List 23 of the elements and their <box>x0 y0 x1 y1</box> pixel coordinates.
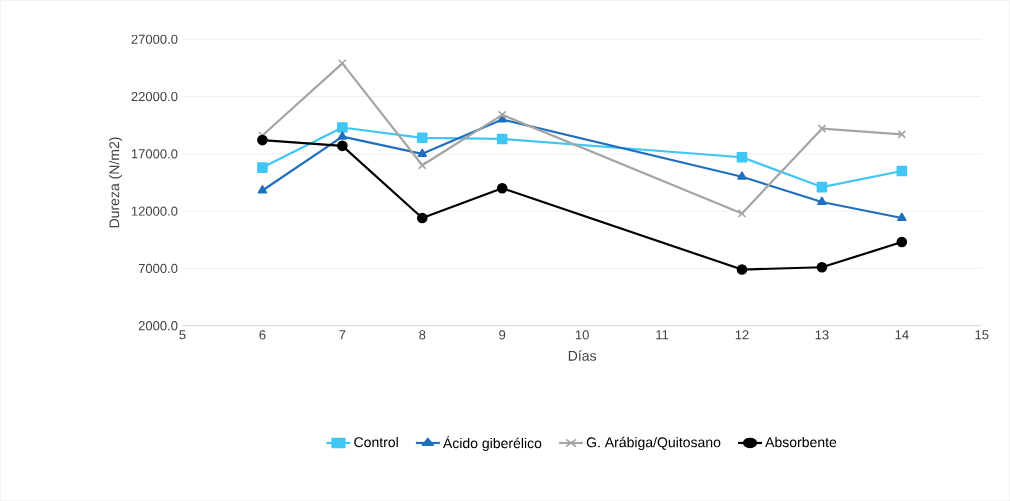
x-tick-label: 13 <box>815 330 829 340</box>
y-tick-label: 12000.0 <box>131 206 178 216</box>
legend-label: G. Arábiga/Quitosano <box>586 436 721 450</box>
y-tick-label: 22000.0 <box>131 91 178 102</box>
y-tick-label: 27000.0 <box>131 34 178 44</box>
x-tick-label: 8 <box>419 330 426 340</box>
x-tick-label: 10 <box>575 330 589 340</box>
legend-label: Absorbente <box>765 436 837 448</box>
x-tick-label: 7 <box>339 330 346 340</box>
x-tick-label: 11 <box>656 330 669 340</box>
x-tick-label: 6 <box>259 330 266 340</box>
x-tick-label: 15 <box>975 330 989 340</box>
y-tick-label: 2000.0 <box>138 321 178 331</box>
x-tick-label: 14 <box>895 330 909 340</box>
y-tick-label: 17000.0 <box>131 149 178 159</box>
legend-label: Ácido giberélico <box>442 435 542 451</box>
x-axis-title: Días <box>568 350 597 361</box>
x-tick-label: 9 <box>499 330 506 340</box>
y-tick-label: 7000.0 <box>138 263 178 273</box>
y-axis-title: Dureza (N/m2) <box>108 137 123 228</box>
x-tick-label: 12 <box>735 330 749 340</box>
legend-label: Control <box>354 436 398 448</box>
x-tick-label: 5 <box>179 330 186 340</box>
